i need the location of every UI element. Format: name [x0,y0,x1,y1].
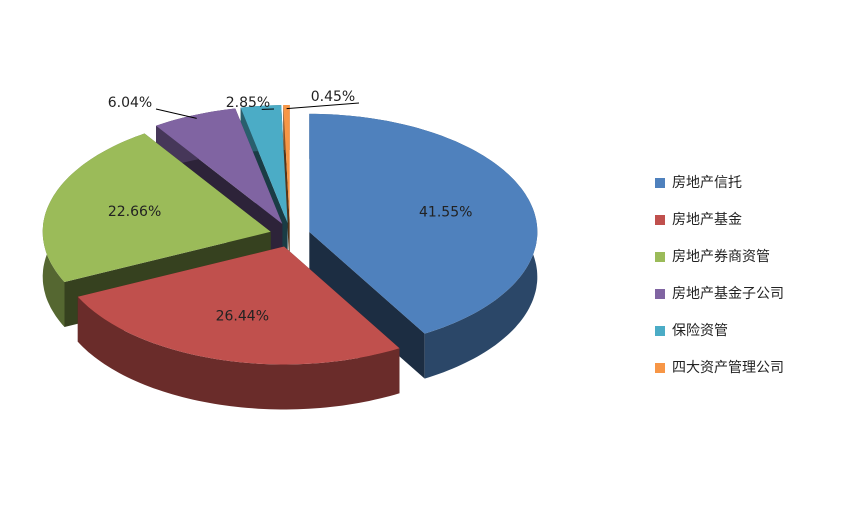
legend-label: 保险资管 [672,323,728,339]
legend-label: 房地产基金 [672,211,742,228]
legend-swatch [655,363,665,373]
leader-line [156,109,197,118]
data-label: 6.04% [108,95,152,111]
legend-label: 房地产基金子公司 [672,285,784,302]
data-label: 2.85% [226,95,270,111]
data-label: 0.45% [311,89,355,105]
legend-label: 房地产信托 [672,175,742,191]
legend-swatch [655,289,665,299]
legend-swatch [655,252,665,262]
legend-label: 四大资产管理公司 [672,360,784,376]
legend-swatch [655,178,665,188]
legend-swatch [655,326,665,336]
data-label: 41.55% [419,205,472,221]
legend-label: 房地产券商资管 [672,249,770,265]
legend-swatch [655,215,665,225]
data-label: 22.66% [108,204,161,220]
data-label: 26.44% [216,308,269,324]
